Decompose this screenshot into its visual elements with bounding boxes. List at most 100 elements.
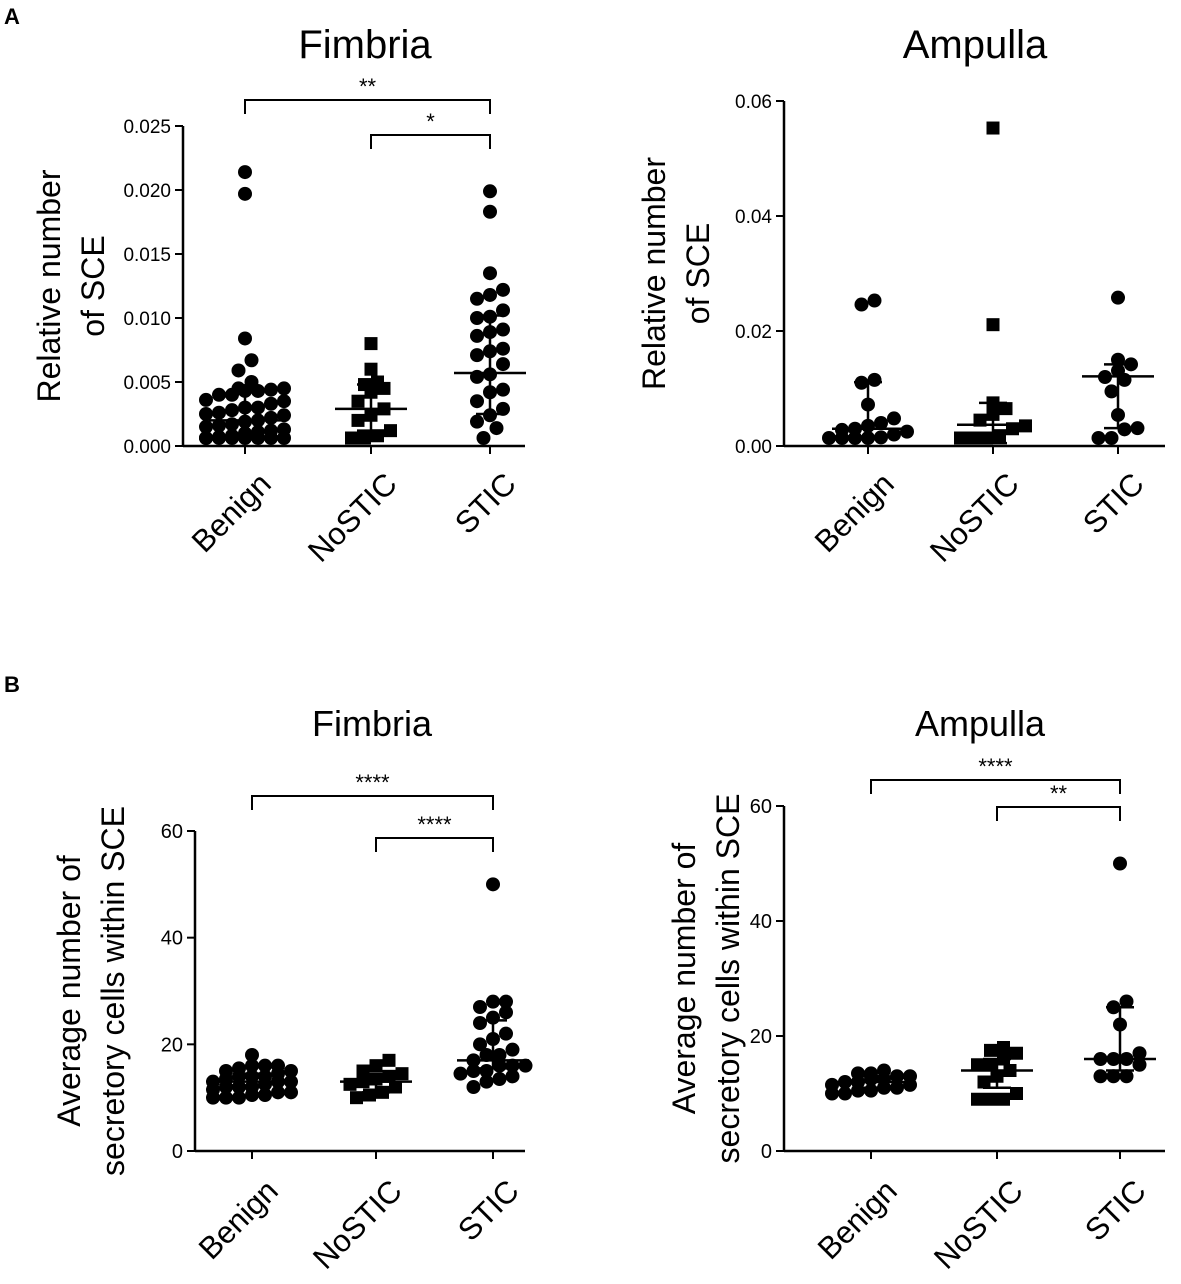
- data-point-circle: [212, 430, 226, 445]
- data-point-square: [954, 431, 967, 445]
- data-point-square: [999, 402, 1013, 416]
- y-tick-label: 0.000: [123, 437, 171, 458]
- y-tick-label: 0.04: [735, 207, 772, 228]
- panel-label-a: A: [4, 4, 20, 29]
- category-label-nostic: NoSTIC: [927, 1173, 1030, 1276]
- data-point-circle: [466, 1080, 481, 1094]
- data-point-circle: [1091, 431, 1106, 445]
- data-point-circle: [232, 1061, 246, 1076]
- data-point-circle: [244, 375, 259, 389]
- data-point-circle: [238, 331, 252, 346]
- data-point-circle: [1119, 1069, 1134, 1084]
- data-point-circle: [518, 1058, 533, 1073]
- y-axis-label-line-2: secretory cells within SCE: [710, 794, 746, 1164]
- data-point-circle: [1132, 1046, 1147, 1061]
- series-stic: [1084, 856, 1156, 1084]
- data-point-square: [971, 1058, 984, 1072]
- significance-bracket: *: [370, 109, 491, 149]
- series-nostic: [335, 337, 407, 445]
- data-point-circle: [258, 1088, 272, 1102]
- panel-label-b: B: [4, 672, 20, 697]
- data-point-circle: [212, 405, 226, 420]
- data-point-circle: [496, 303, 510, 318]
- series-benign: [199, 165, 291, 445]
- y-tick-label: 0.020: [123, 181, 171, 202]
- data-point-circle: [1104, 384, 1119, 399]
- significance-bracket: ****: [870, 754, 1121, 794]
- category-label-benign: Benign: [192, 1173, 285, 1266]
- data-point-circle: [470, 328, 484, 343]
- data-point-circle: [499, 994, 513, 1009]
- data-point-square: [364, 337, 378, 351]
- y-tick-label: 0: [172, 1141, 183, 1163]
- y-tick-label: 0.02: [735, 322, 772, 343]
- chart-title: Ampulla: [903, 23, 1048, 67]
- chart-title: Fimbria: [298, 23, 432, 67]
- data-point-circle: [470, 291, 484, 306]
- data-point-circle: [483, 204, 497, 219]
- data-point-circle: [199, 392, 213, 407]
- data-point-circle: [284, 1064, 298, 1078]
- significance-label: ****: [978, 754, 1013, 779]
- data-point-circle: [284, 1074, 298, 1089]
- data-point-circle: [505, 1069, 520, 1084]
- data-point-circle: [496, 401, 510, 416]
- data-point-circle: [479, 1064, 494, 1078]
- series-stic: [453, 877, 533, 1094]
- data-point-circle: [479, 1048, 494, 1062]
- data-point-circle: [277, 394, 291, 409]
- data-point-square: [1010, 1087, 1023, 1100]
- chart-title: Ampulla: [915, 703, 1046, 744]
- data-point-circle: [890, 1069, 904, 1084]
- data-point-circle: [822, 431, 836, 445]
- data-point-circle: [483, 266, 497, 281]
- series-nostic: [340, 1053, 412, 1105]
- data-point-circle: [505, 1058, 520, 1073]
- data-point-circle: [483, 408, 497, 423]
- chart-4-ampulla: Ampulla Average number of secretory cells …: [666, 703, 1165, 1276]
- data-point-square: [350, 1091, 363, 1105]
- significance-bracket: ****: [251, 770, 494, 810]
- data-point-circle: [251, 400, 265, 415]
- series-benign: [206, 1048, 298, 1105]
- data-point-circle: [470, 414, 484, 429]
- data-point-circle: [825, 1077, 839, 1092]
- data-point-square: [984, 1058, 997, 1072]
- data-point-circle: [212, 387, 226, 402]
- data-point-circle: [1093, 1069, 1108, 1084]
- data-point-circle: [851, 1066, 865, 1081]
- data-point-circle: [496, 357, 510, 372]
- y-axis-label-line-2: of SCE: [75, 235, 111, 336]
- data-point-circle: [470, 394, 484, 409]
- y-tick-label: 0: [761, 1141, 772, 1163]
- y-axis-label-line-1: Average number of: [666, 843, 702, 1115]
- significance-bracket: **: [244, 74, 491, 114]
- y-tick-label: 0.06: [735, 92, 772, 113]
- data-point-square: [369, 1059, 383, 1073]
- data-point-square: [984, 1092, 997, 1106]
- y-axis-label-line-2: of SCE: [680, 223, 716, 324]
- data-point-circle: [483, 184, 497, 199]
- y-tick-label: 60: [161, 821, 183, 843]
- data-point-square: [363, 1088, 376, 1102]
- data-point-square: [971, 1092, 984, 1106]
- chart-1-fimbria: Fimbria Relative number of SCE 0.000 0.005 0.…: [31, 23, 526, 569]
- data-point-circle: [206, 1074, 220, 1089]
- data-point-square: [371, 375, 384, 389]
- data-point-circle: [877, 1063, 891, 1078]
- bracket-line: [244, 99, 491, 114]
- data-point-circle: [244, 353, 259, 368]
- data-point-square: [977, 1075, 991, 1089]
- significance-label: **: [359, 74, 377, 99]
- data-point-circle: [271, 1058, 285, 1073]
- data-point-circle: [1130, 421, 1145, 436]
- data-point-circle: [1113, 856, 1127, 871]
- data-point-circle: [238, 165, 252, 180]
- series-stic: [454, 184, 526, 445]
- significance-label: ****: [355, 770, 390, 795]
- y-tick-label: 60: [750, 796, 772, 818]
- data-point-circle: [277, 408, 291, 423]
- data-point-circle: [245, 1058, 259, 1073]
- y-axis-label-line-1: Average number of: [51, 855, 87, 1127]
